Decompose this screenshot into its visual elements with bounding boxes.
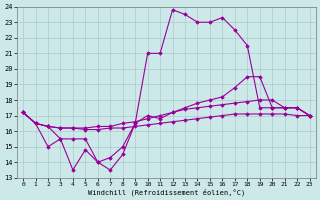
X-axis label: Windchill (Refroidissement éolien,°C): Windchill (Refroidissement éolien,°C) [88,188,245,196]
